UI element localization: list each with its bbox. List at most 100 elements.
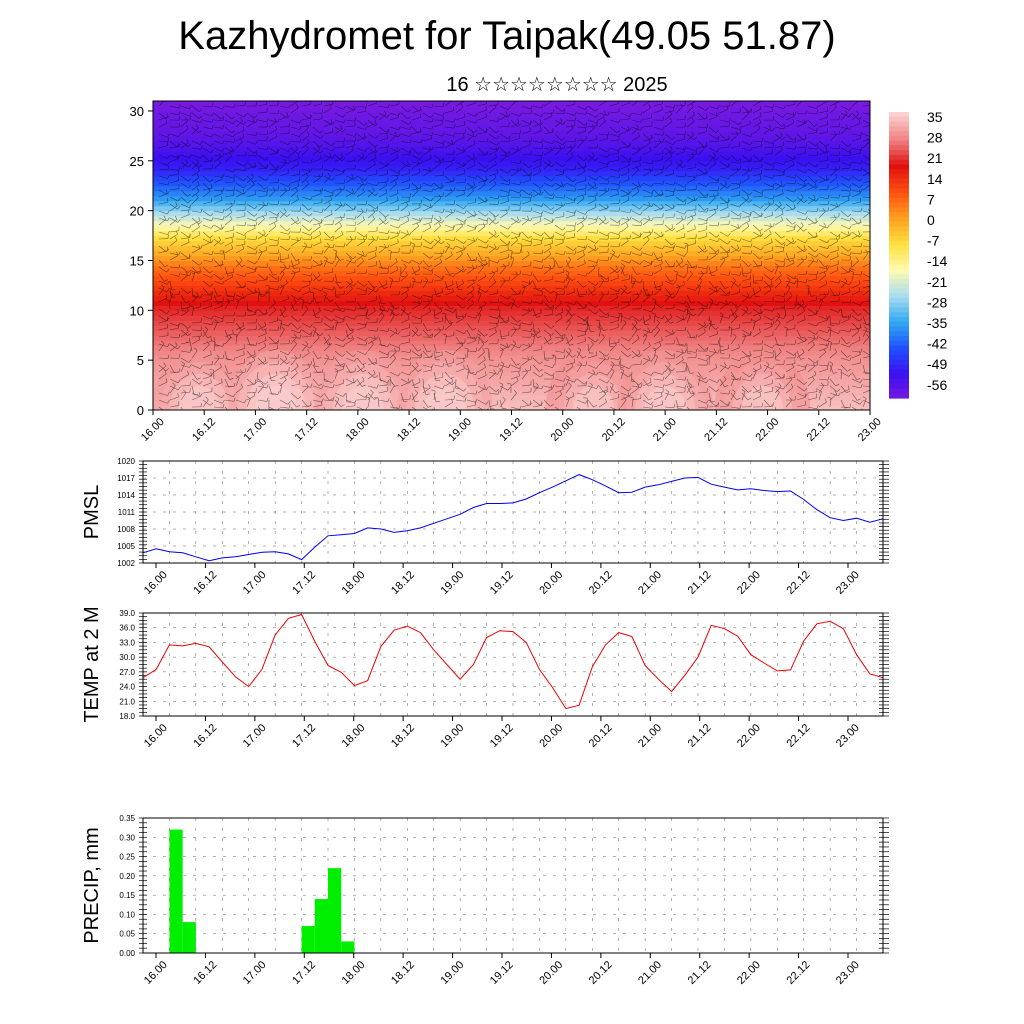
wind-barb: [191, 364, 201, 369]
wind-barb-flag: [327, 173, 331, 177]
wind-barb: [323, 357, 333, 361]
wind-barb-flag: [336, 256, 340, 260]
wind-barb: [180, 257, 190, 261]
wind-barb: [290, 322, 298, 330]
wind-barb: [202, 399, 209, 408]
wind-barb-flag: [321, 250, 324, 255]
wind-barb-flag: [231, 146, 234, 151]
wind-barb-flag: [308, 167, 311, 172]
wind-barb: [334, 336, 344, 342]
wind-barb: [213, 119, 223, 121]
wind-barb: [279, 140, 289, 146]
wind-barb-flag: [240, 369, 243, 374]
wind-barb: [169, 322, 179, 327]
wind-barb: [180, 175, 189, 182]
wind-barb: [279, 154, 289, 159]
wind-barb: [345, 119, 355, 122]
wind-barb: [257, 293, 267, 296]
wind-barb-flag: [310, 272, 313, 277]
wind-barb: [202, 252, 212, 255]
wind-barb-flag: [211, 164, 213, 169]
wind-barb: [334, 370, 339, 380]
wind-barb: [158, 145, 168, 149]
wind-barb: [279, 112, 288, 119]
wind-barb-flag: [242, 132, 245, 137]
wind-barb: [279, 321, 283, 331]
wind-barb: [334, 157, 343, 163]
wind-barb: [213, 406, 223, 409]
wind-barb-flag: [255, 291, 260, 294]
wind-barb: [312, 263, 322, 268]
wind-barb: [202, 224, 212, 229]
heatmap-band: [153, 145, 870, 152]
wind-barb: [367, 385, 377, 389]
wind-barb-flag: [286, 370, 289, 375]
wind-barb-flag: [165, 378, 168, 383]
wind-barb: [257, 251, 263, 261]
wind-barb-flag: [396, 153, 399, 158]
wind-barb: [323, 175, 333, 181]
wind-barb-flag: [329, 152, 332, 157]
wind-barb-flag: [277, 249, 280, 254]
wind-barb-flag: [164, 264, 169, 268]
wind-barb-flag: [266, 384, 269, 389]
wind-barb: [268, 203, 278, 205]
wind-barb: [334, 399, 342, 407]
wind-barb: [246, 259, 256, 265]
wind-barb: [312, 252, 322, 255]
wind-barb-flag: [232, 393, 236, 398]
heatmap-band: [153, 265, 870, 272]
wind-barb: [334, 154, 343, 162]
wind-barb-flag: [227, 372, 233, 374]
wind-barb-flag: [342, 393, 346, 397]
wind-barb-flag: [329, 299, 334, 302]
wind-barb-flag: [222, 173, 225, 178]
wind-barb: [246, 378, 255, 385]
wind-barb-flag: [296, 97, 298, 101]
wind-barb-flag: [331, 176, 335, 181]
wind-barb: [224, 337, 232, 345]
wind-barb: [257, 386, 265, 394]
wind-barb-flag: [375, 115, 379, 119]
wind-barb: [356, 364, 363, 373]
wind-barb-flag: [266, 263, 269, 268]
wind-barb: [378, 283, 388, 289]
wind-barb-flag: [221, 302, 223, 307]
wind-barb-flag: [244, 312, 246, 317]
wind-barb: [334, 321, 344, 324]
wind-barb: [378, 356, 388, 359]
wind-barb: [312, 147, 321, 154]
wind-barb-flag: [308, 207, 312, 211]
wind-barb: [224, 385, 234, 388]
wind-barb-flag: [361, 257, 364, 262]
wind-barb: [290, 406, 294, 410]
wind-barb-flag: [263, 328, 267, 331]
wind-barb: [334, 119, 344, 124]
wind-barb-flag: [319, 189, 322, 194]
wind-barb: [169, 173, 179, 177]
wind-barb: [301, 196, 311, 200]
wind-barb-flag: [177, 154, 179, 159]
wind-barb: [345, 239, 353, 247]
wind-barb: [290, 240, 299, 247]
wind-barb-flag: [242, 189, 245, 194]
wind-barb: [334, 280, 341, 289]
wind-barb: [356, 156, 365, 163]
wind-barb: [202, 329, 209, 338]
wind-barb: [312, 385, 322, 389]
wind-barb-flag: [167, 181, 170, 186]
wind-barb-flag: [287, 141, 291, 145]
wind-barb: [323, 224, 334, 226]
wind-barb-flag: [332, 396, 335, 401]
wind-barb: [301, 168, 311, 172]
wind-barb-flag: [288, 200, 291, 205]
wind-barb: [235, 192, 245, 198]
wind-barb-flag: [208, 292, 213, 296]
wind-barb-flag: [232, 148, 236, 153]
wind-barb-flag: [309, 287, 311, 292]
chart-title: Kazhydromet for Taipak(49.05 51.87): [178, 14, 836, 58]
wind-barb-flag: [167, 217, 170, 221]
wind-barb: [279, 257, 289, 261]
wind-barb-flag: [385, 280, 388, 285]
wind-barb: [323, 322, 332, 329]
